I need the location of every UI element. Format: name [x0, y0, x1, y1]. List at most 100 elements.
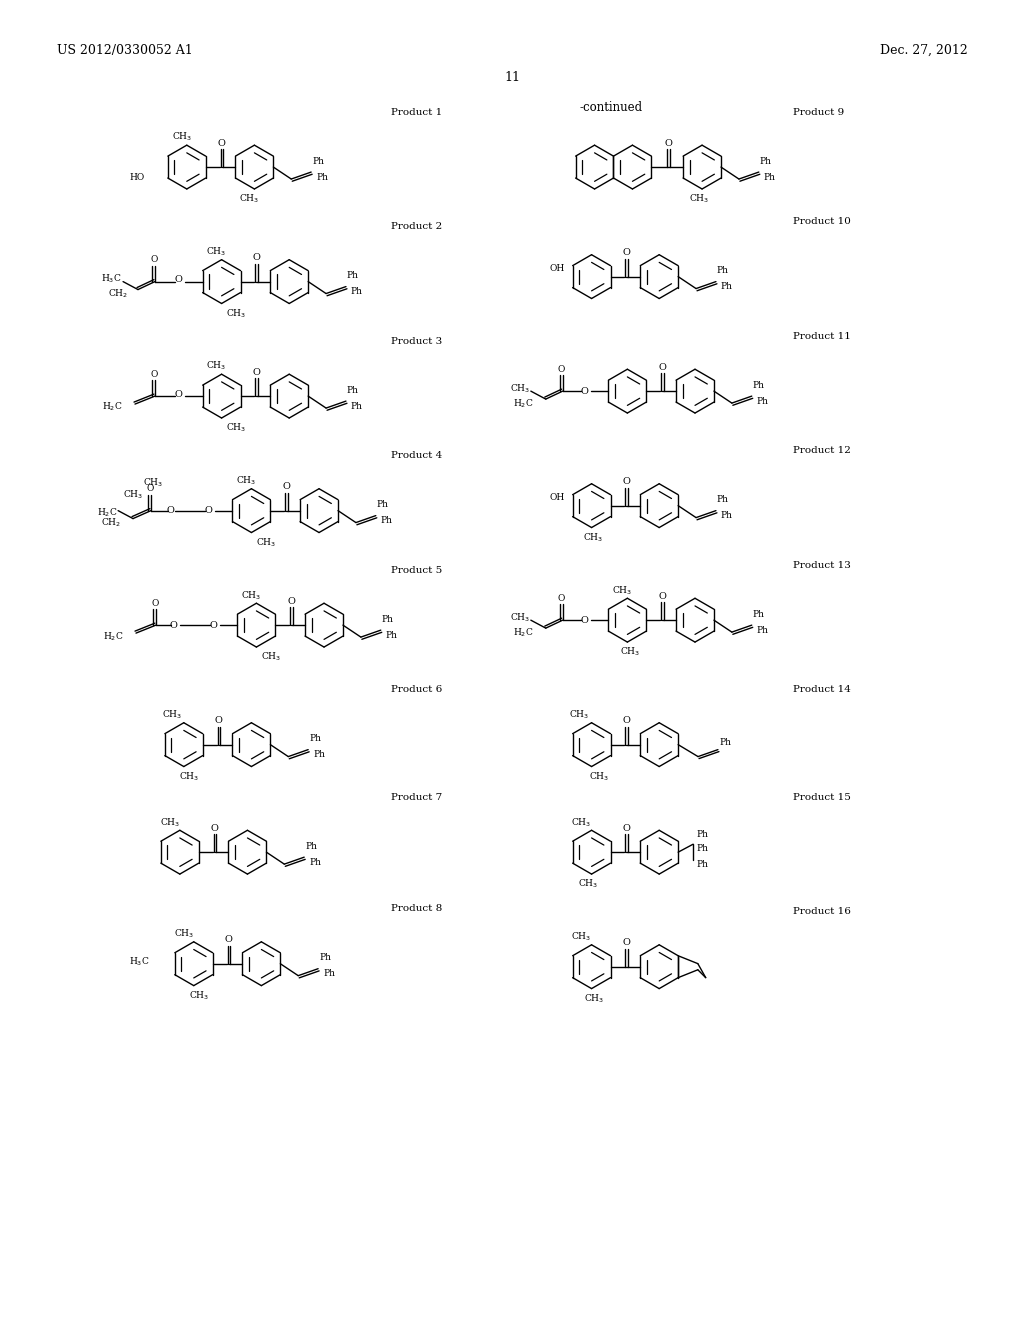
Text: Ph: Ph — [720, 738, 732, 747]
Text: O: O — [205, 506, 213, 515]
Text: H$_3$C: H$_3$C — [100, 272, 121, 285]
Text: O: O — [253, 253, 260, 263]
Text: Product 2: Product 2 — [391, 222, 442, 231]
Text: CH$_3$: CH$_3$ — [142, 477, 163, 488]
Text: Product 10: Product 10 — [794, 218, 851, 226]
Text: H$_2$C: H$_2$C — [103, 631, 124, 643]
Text: Ph: Ph — [305, 842, 317, 850]
Text: O: O — [211, 824, 218, 833]
Text: Ph: Ph — [757, 396, 769, 405]
Text: Product 7: Product 7 — [391, 793, 442, 803]
Text: OH: OH — [550, 494, 564, 502]
Text: Ph: Ph — [764, 173, 776, 182]
Text: CH$_3$: CH$_3$ — [207, 246, 226, 257]
Text: Product 5: Product 5 — [391, 566, 442, 576]
Text: Product 12: Product 12 — [794, 446, 851, 455]
Text: Product 13: Product 13 — [794, 561, 851, 570]
Text: Ph: Ph — [696, 830, 708, 838]
Text: Ph: Ph — [312, 157, 325, 165]
Text: CH$_3$: CH$_3$ — [240, 193, 260, 205]
Text: O: O — [581, 387, 589, 396]
Text: H$_3$C: H$_3$C — [129, 956, 150, 968]
Text: H$_2$C: H$_2$C — [102, 401, 123, 413]
Text: Ph: Ph — [377, 500, 389, 510]
Text: Ph: Ph — [351, 286, 362, 296]
Text: CH$_3$: CH$_3$ — [579, 878, 599, 890]
Text: Ph: Ph — [721, 511, 733, 520]
Text: O: O — [623, 939, 631, 948]
Text: 11: 11 — [504, 71, 520, 84]
Text: O: O — [253, 368, 260, 376]
Text: CH$_3$: CH$_3$ — [590, 771, 609, 783]
Text: CH$_3$: CH$_3$ — [174, 928, 194, 940]
Text: Product 6: Product 6 — [391, 685, 442, 694]
Text: O: O — [224, 936, 232, 944]
Text: CH$_3$: CH$_3$ — [585, 993, 605, 1005]
Text: Ph: Ph — [309, 858, 322, 867]
Text: Ph: Ph — [347, 385, 359, 395]
Text: CH$_3$: CH$_3$ — [612, 583, 633, 597]
Text: Dec. 27, 2012: Dec. 27, 2012 — [880, 44, 968, 57]
Text: O: O — [581, 615, 589, 624]
Text: O: O — [623, 717, 631, 725]
Text: Product 14: Product 14 — [794, 685, 851, 694]
Text: Ph: Ph — [757, 626, 769, 635]
Text: OH: OH — [550, 264, 564, 273]
Text: Product 15: Product 15 — [794, 793, 851, 803]
Text: Ph: Ph — [381, 516, 393, 525]
Text: CH$_3$: CH$_3$ — [571, 931, 592, 942]
Text: O: O — [170, 620, 178, 630]
Text: Product 1: Product 1 — [391, 108, 442, 116]
Text: CH$_3$: CH$_3$ — [510, 612, 529, 624]
Text: Ph: Ph — [717, 267, 729, 275]
Text: CH$_3$: CH$_3$ — [256, 536, 276, 549]
Text: Ph: Ph — [309, 734, 322, 743]
Text: HO: HO — [130, 173, 145, 182]
Text: O: O — [623, 824, 631, 833]
Text: O: O — [146, 484, 154, 494]
Text: Product 3: Product 3 — [391, 337, 442, 346]
Text: CH$_3$: CH$_3$ — [226, 308, 247, 319]
Text: CH$_3$: CH$_3$ — [569, 709, 590, 721]
Text: O: O — [283, 482, 290, 491]
Text: O: O — [623, 248, 631, 257]
Text: CH$_3$: CH$_3$ — [207, 360, 226, 372]
Text: CH$_3$: CH$_3$ — [188, 989, 209, 1002]
Text: CH$_3$: CH$_3$ — [571, 816, 592, 829]
Text: O: O — [152, 599, 159, 607]
Text: Product 8: Product 8 — [391, 904, 442, 913]
Text: CH$_2$: CH$_2$ — [100, 516, 121, 529]
Text: CH$_3$: CH$_3$ — [242, 589, 261, 602]
Text: Ph: Ph — [324, 969, 335, 978]
Text: Ph: Ph — [316, 173, 328, 182]
Text: O: O — [210, 620, 217, 630]
Text: Ph: Ph — [753, 610, 765, 619]
Text: H$_2$C: H$_2$C — [513, 397, 534, 411]
Text: Ph: Ph — [382, 615, 394, 623]
Text: O: O — [167, 506, 175, 515]
Text: CH$_3$: CH$_3$ — [160, 816, 180, 829]
Text: CH$_3$: CH$_3$ — [621, 645, 640, 659]
Text: O: O — [151, 370, 158, 379]
Text: O: O — [175, 275, 182, 284]
Text: CH$_3$: CH$_3$ — [178, 771, 199, 783]
Text: O: O — [558, 594, 565, 603]
Text: CH$_3$: CH$_3$ — [123, 488, 143, 500]
Text: O: O — [658, 363, 667, 372]
Text: Ph: Ph — [696, 859, 708, 869]
Text: Ph: Ph — [760, 157, 772, 165]
Text: Ph: Ph — [696, 843, 708, 853]
Text: Product 4: Product 4 — [391, 451, 442, 461]
Text: O: O — [215, 717, 222, 725]
Text: CH$_3$: CH$_3$ — [226, 421, 247, 434]
Text: Ph: Ph — [717, 495, 729, 504]
Text: Ph: Ph — [347, 271, 359, 280]
Text: Ph: Ph — [386, 631, 397, 640]
Text: CH$_3$: CH$_3$ — [162, 709, 182, 721]
Text: Ph: Ph — [351, 401, 362, 411]
Text: Product 16: Product 16 — [794, 907, 851, 916]
Text: -continued: -continued — [580, 100, 643, 114]
Text: CH$_3$: CH$_3$ — [172, 131, 191, 144]
Text: CH$_2$: CH$_2$ — [108, 288, 128, 300]
Text: H$_2$C: H$_2$C — [96, 507, 117, 519]
